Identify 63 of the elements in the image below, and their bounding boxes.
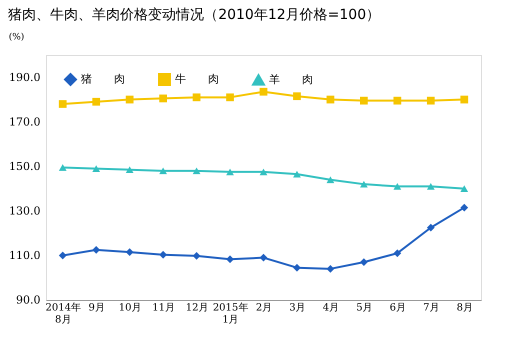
point <box>159 250 167 259</box>
point <box>192 93 200 102</box>
point <box>460 204 468 212</box>
point <box>326 264 334 273</box>
point <box>92 165 100 172</box>
point <box>58 100 67 108</box>
point <box>293 92 301 100</box>
point <box>226 168 234 176</box>
point <box>460 96 468 104</box>
x-tick-label: 6月 <box>390 302 406 314</box>
point <box>92 98 100 106</box>
y-tick-label: 90.0 <box>16 294 40 306</box>
x-tick-label: 2014年 8月 <box>46 302 81 326</box>
point <box>326 176 334 184</box>
point <box>426 183 435 190</box>
point <box>260 168 268 176</box>
point <box>360 180 368 188</box>
point <box>159 94 167 102</box>
x-tick-label: 10月 <box>118 302 142 314</box>
y-tick-label: 130.0 <box>9 204 40 218</box>
point <box>293 264 301 272</box>
y-tick-label: 170.0 <box>9 115 40 128</box>
point <box>326 96 334 104</box>
x-tick-label: 2月 <box>256 302 272 314</box>
point <box>393 183 402 190</box>
x-tick-label: 7月 <box>423 302 440 314</box>
x-tick-label: 9月 <box>88 302 105 314</box>
point <box>426 224 435 232</box>
point <box>192 252 200 260</box>
point <box>92 246 100 254</box>
legend-label: 猪 肉 <box>81 72 125 86</box>
point <box>58 252 67 260</box>
y-axis-title: (%) <box>8 32 24 42</box>
point <box>393 249 402 258</box>
point <box>360 258 368 266</box>
point <box>58 164 67 171</box>
point <box>360 96 368 105</box>
point <box>226 93 234 102</box>
point <box>192 167 200 174</box>
legend-label: 羊 肉 <box>269 72 313 86</box>
x-tick-label: 4月 <box>322 302 340 314</box>
y-tick-label: 190.0 <box>9 70 40 84</box>
point <box>126 248 134 256</box>
point <box>226 255 234 264</box>
x-tick-label: 3月 <box>289 302 306 314</box>
point <box>460 185 468 192</box>
point <box>260 254 268 262</box>
point <box>426 96 435 105</box>
point <box>159 167 167 174</box>
chart-title: 猪肉、牛肉、羊肉价格变动情况（2010年12月价格=100） <box>8 7 380 23</box>
point <box>126 96 134 104</box>
point <box>293 170 301 178</box>
point <box>126 166 134 174</box>
point <box>260 88 268 96</box>
x-tick-label: 8月 <box>456 302 473 314</box>
y-tick-label: 150.0 <box>9 160 40 173</box>
y-tick-label: 110.0 <box>9 248 40 262</box>
x-tick-label: 12月 <box>186 302 208 314</box>
point <box>393 96 402 105</box>
x-tick-label: 2015年 1月 <box>212 302 248 326</box>
x-tick-label: 5月 <box>356 302 373 314</box>
x-tick-label: 11月 <box>152 302 175 314</box>
legend-label: 牛 肉 <box>175 72 219 86</box>
